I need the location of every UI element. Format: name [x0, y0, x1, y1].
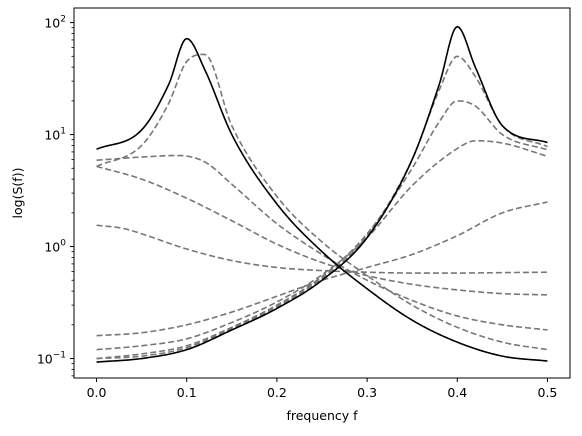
series-layer [96, 25, 548, 363]
x-axis: 0.0 0.1 0.2 0.3 0.4 0.5 [87, 378, 558, 400]
solid-series-line-1 [96, 25, 548, 363]
dashed-series-line-7 [96, 139, 548, 351]
x-tick-label: 0.2 [267, 385, 287, 400]
dashed-series-line-6 [96, 201, 548, 337]
x-tick-label: 0.5 [538, 385, 558, 400]
x-tick-label: 0.3 [357, 385, 377, 400]
x-tick-label: 0.0 [87, 385, 107, 400]
plot-frame [73, 7, 571, 379]
y-tick-label: 10−1 [37, 351, 66, 367]
y-tick-label: 102 [44, 15, 66, 31]
x-tick-label: 0.1 [177, 385, 197, 400]
x-axis-label: frequency f [286, 408, 358, 423]
y-axis-label: log(S(f)) [10, 168, 25, 219]
x-tick-label: 0.4 [447, 385, 467, 400]
dashed-series-line-2 [96, 53, 548, 351]
y-tick-label: 100 [44, 239, 66, 255]
dashed-series-line-8 [96, 100, 548, 360]
y-axis: 10−1 100 101 102 [37, 15, 74, 377]
dashed-series-line-5 [96, 224, 548, 274]
dashed-series-line-3 [96, 154, 548, 331]
solid-series-line-0 [96, 37, 548, 362]
dashed-series-line-9 [96, 55, 548, 360]
dashed-series-line-4 [96, 165, 548, 296]
y-tick-label: 101 [44, 127, 66, 143]
